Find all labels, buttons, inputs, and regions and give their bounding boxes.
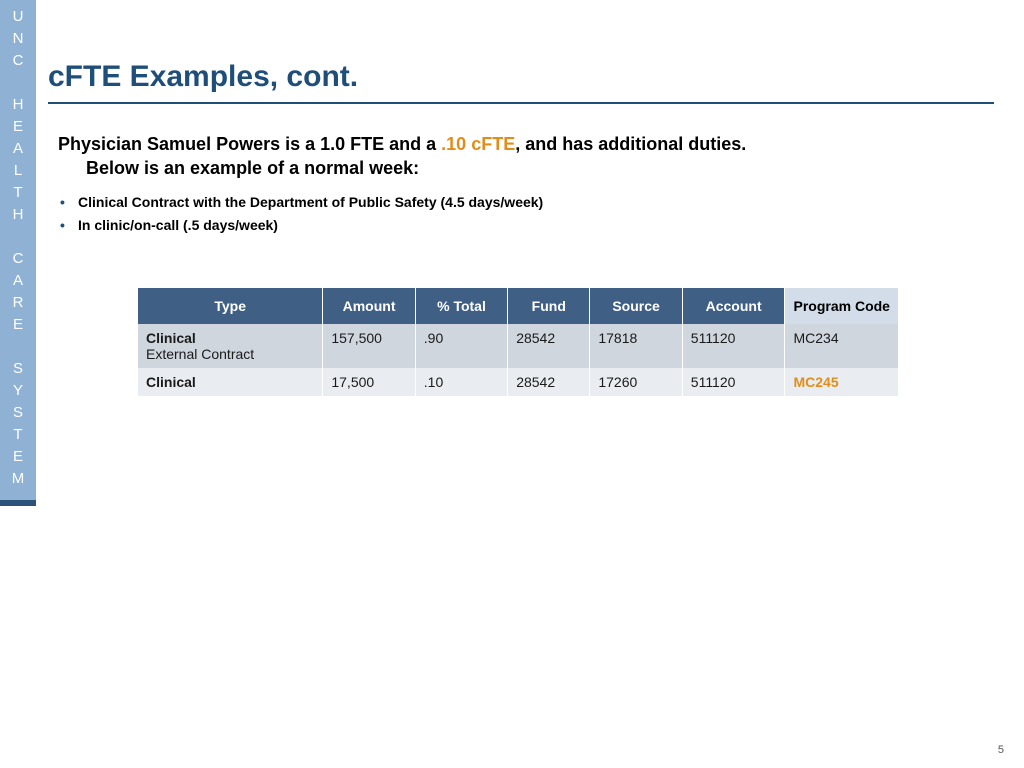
intro-post: , and has additional duties. — [515, 134, 746, 154]
header-fund: Fund — [508, 288, 590, 324]
title-divider — [48, 102, 994, 104]
cell-amount: 157,500 — [323, 324, 415, 368]
intro-highlight: .10 cFTE — [441, 134, 515, 154]
header-amount: Amount — [323, 288, 415, 324]
cell-type-sub: External Contract — [146, 346, 254, 362]
cell-program: MC234 — [785, 324, 898, 368]
slide-content: cFTE Examples, cont. Physician Samuel Po… — [48, 60, 994, 396]
bullet-item: In clinic/on-call (.5 days/week) — [78, 214, 994, 238]
cell-type: Clinical — [138, 368, 323, 396]
cell-account: 511120 — [682, 368, 785, 396]
sidebar-accent — [0, 500, 36, 506]
bullet-list: Clinical Contract with the Department of… — [48, 191, 994, 239]
header-source: Source — [590, 288, 682, 324]
cell-fund: 28542 — [508, 324, 590, 368]
cell-fund: 28542 — [508, 368, 590, 396]
data-table-wrap: Type Amount % Total Fund Source Account … — [138, 288, 898, 396]
page-number: 5 — [998, 744, 1004, 756]
cell-type: ClinicalExternal Contract — [138, 324, 323, 368]
header-pct: % Total — [415, 288, 507, 324]
cell-pct: .90 — [415, 324, 507, 368]
table-row: ClinicalExternal Contract157,500.9028542… — [138, 324, 898, 368]
cell-type-main: Clinical — [146, 330, 196, 346]
cell-source: 17260 — [590, 368, 682, 396]
table-row: Clinical 17,500.102854217260511120MC245 — [138, 368, 898, 396]
data-table: Type Amount % Total Fund Source Account … — [138, 288, 898, 396]
header-type: Type — [138, 288, 323, 324]
sidebar: UNC HEALTH CARE SYSTEM — [0, 0, 36, 500]
cell-pct: .10 — [415, 368, 507, 396]
slide-title: cFTE Examples, cont. — [48, 60, 994, 102]
sidebar-label: UNC HEALTH CARE SYSTEM — [10, 8, 27, 492]
intro-paragraph: Physician Samuel Powers is a 1.0 FTE and… — [48, 132, 994, 181]
cell-type-main: Clinical — [146, 374, 196, 390]
cell-account: 511120 — [682, 324, 785, 368]
bullet-item: Clinical Contract with the Department of… — [78, 191, 994, 215]
header-program: Program Code — [785, 288, 898, 324]
intro-line2: Below is an example of a normal week: — [58, 156, 419, 180]
table-body: ClinicalExternal Contract157,500.9028542… — [138, 324, 898, 396]
cell-program: MC245 — [785, 368, 898, 396]
table-header-row: Type Amount % Total Fund Source Account … — [138, 288, 898, 324]
header-account: Account — [682, 288, 785, 324]
intro-pre: Physician Samuel Powers is a 1.0 FTE and… — [58, 134, 441, 154]
cell-amount: 17,500 — [323, 368, 415, 396]
cell-source: 17818 — [590, 324, 682, 368]
